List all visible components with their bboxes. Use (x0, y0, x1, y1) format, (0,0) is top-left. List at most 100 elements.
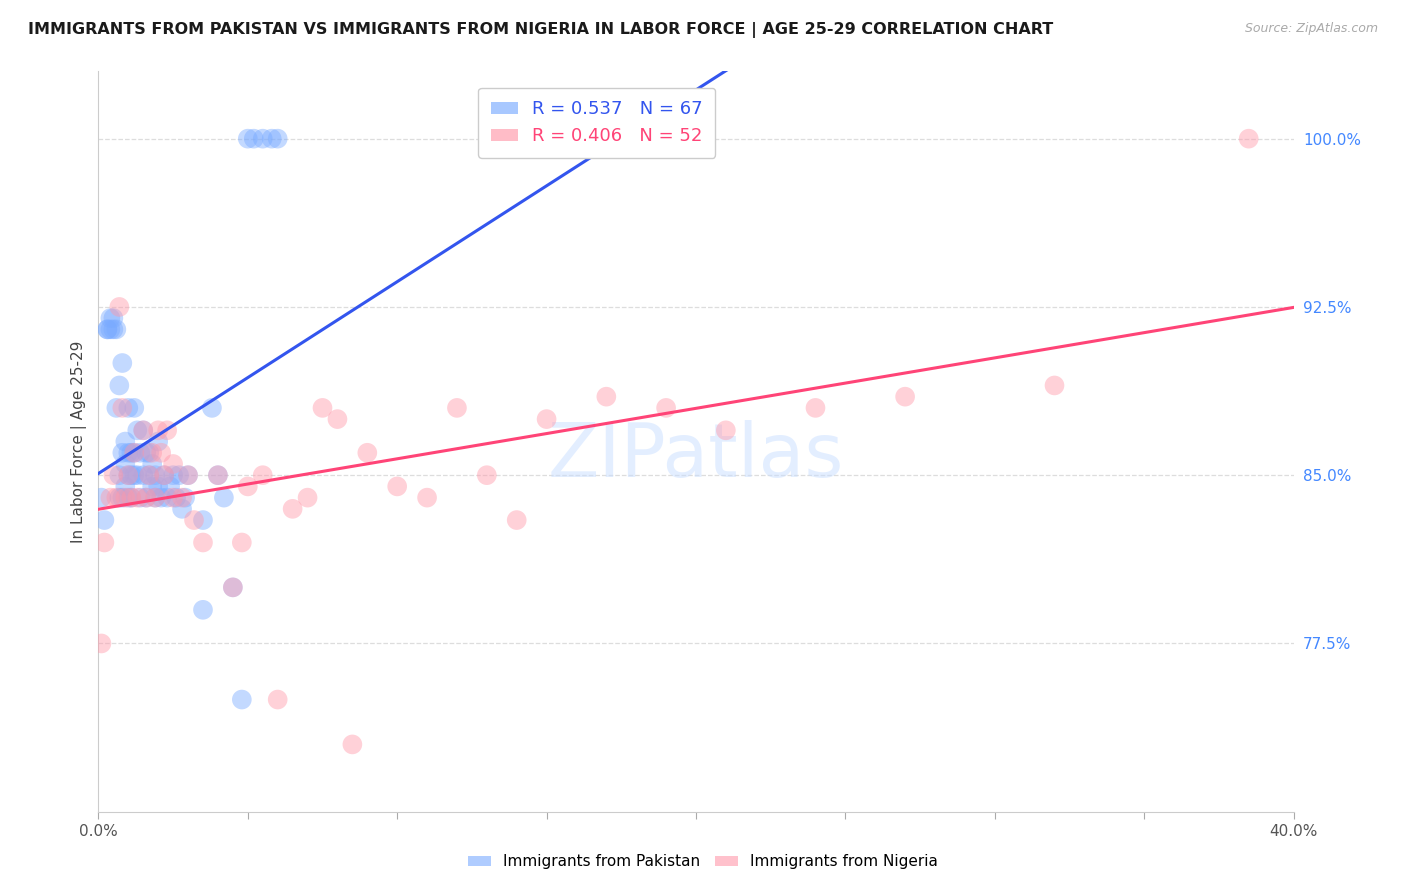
Point (416, 491, 439, 505)
Point (93, 513, 115, 527)
Point (183, 513, 205, 527)
Point (103, 322, 125, 336)
Point (141, 457, 163, 471)
Point (201, 401, 224, 415)
Point (311, 401, 333, 415)
Point (98, 311, 122, 326)
Point (655, 401, 678, 415)
Point (252, 468, 274, 483)
Point (159, 479, 181, 493)
Point (111, 356, 134, 370)
Text: IMMIGRANTS FROM PAKISTAN VS IMMIGRANTS FROM NIGERIA IN LABOR FORCE | AGE 25-29 C: IMMIGRANTS FROM PAKISTAN VS IMMIGRANTS F… (28, 22, 1053, 38)
Point (222, 580, 245, 594)
Point (127, 423, 149, 437)
Point (138, 468, 160, 483)
Point (124, 468, 146, 483)
Point (117, 401, 139, 415)
Point (297, 491, 319, 505)
Point (108, 491, 131, 505)
Point (243, 131, 266, 145)
Point (127, 491, 149, 505)
Point (93, 535, 115, 549)
Point (281, 501, 304, 516)
Point (120, 468, 142, 483)
Point (231, 535, 253, 549)
Point (98, 322, 122, 336)
Point (143, 491, 166, 505)
Point (108, 378, 131, 392)
Point (96, 322, 118, 336)
Point (172, 491, 194, 505)
Point (103, 311, 125, 326)
Point (506, 513, 529, 527)
Point (135, 446, 157, 460)
Point (90, 636, 112, 650)
Point (150, 446, 173, 460)
Legend: R = 0.537   N = 67, R = 0.406   N = 52: R = 0.537 N = 67, R = 0.406 N = 52 (478, 87, 716, 158)
Point (174, 491, 197, 505)
Point (207, 468, 229, 483)
Point (114, 479, 136, 493)
Point (536, 412, 558, 426)
Point (342, 738, 364, 752)
Text: ZIPatlas: ZIPatlas (548, 420, 844, 493)
Point (124, 446, 146, 460)
Point (129, 491, 152, 505)
Point (135, 491, 157, 505)
Point (117, 468, 139, 483)
Point (231, 692, 253, 706)
Point (143, 491, 166, 505)
Point (153, 468, 176, 483)
Point (143, 468, 166, 483)
Point (236, 479, 259, 493)
Point (111, 401, 134, 415)
Point (111, 491, 134, 505)
Point (148, 479, 170, 493)
Point (385, 479, 409, 493)
Point (120, 446, 142, 460)
Point (177, 468, 200, 483)
Point (894, 390, 917, 404)
Point (475, 468, 498, 483)
Point (260, 131, 283, 145)
Point (156, 423, 179, 437)
Point (135, 491, 157, 505)
Point (124, 401, 146, 415)
Point (714, 423, 737, 437)
Point (162, 491, 184, 505)
Point (141, 446, 163, 460)
Point (132, 423, 155, 437)
Point (222, 580, 245, 594)
Point (105, 491, 128, 505)
Point (165, 491, 187, 505)
Point (117, 446, 139, 460)
Point (167, 468, 190, 483)
Point (1237, 131, 1260, 145)
Point (172, 501, 194, 516)
Point (446, 401, 468, 415)
Y-axis label: In Labor Force | Age 25-29: In Labor Force | Age 25-29 (72, 341, 87, 542)
Point (120, 491, 142, 505)
Point (111, 446, 134, 460)
Point (207, 468, 229, 483)
Point (595, 390, 617, 404)
Point (252, 131, 274, 145)
Point (114, 457, 136, 471)
Point (132, 468, 155, 483)
Point (96, 322, 118, 336)
Point (103, 468, 125, 483)
Point (127, 468, 149, 483)
Point (124, 446, 146, 460)
Point (120, 491, 142, 505)
Point (191, 603, 214, 617)
Point (105, 322, 128, 336)
Point (153, 468, 176, 483)
Point (138, 468, 160, 483)
Point (212, 491, 235, 505)
Point (356, 446, 378, 460)
Point (804, 401, 827, 415)
Point (105, 401, 128, 415)
Point (129, 446, 152, 460)
Point (117, 491, 139, 505)
Point (141, 479, 163, 493)
